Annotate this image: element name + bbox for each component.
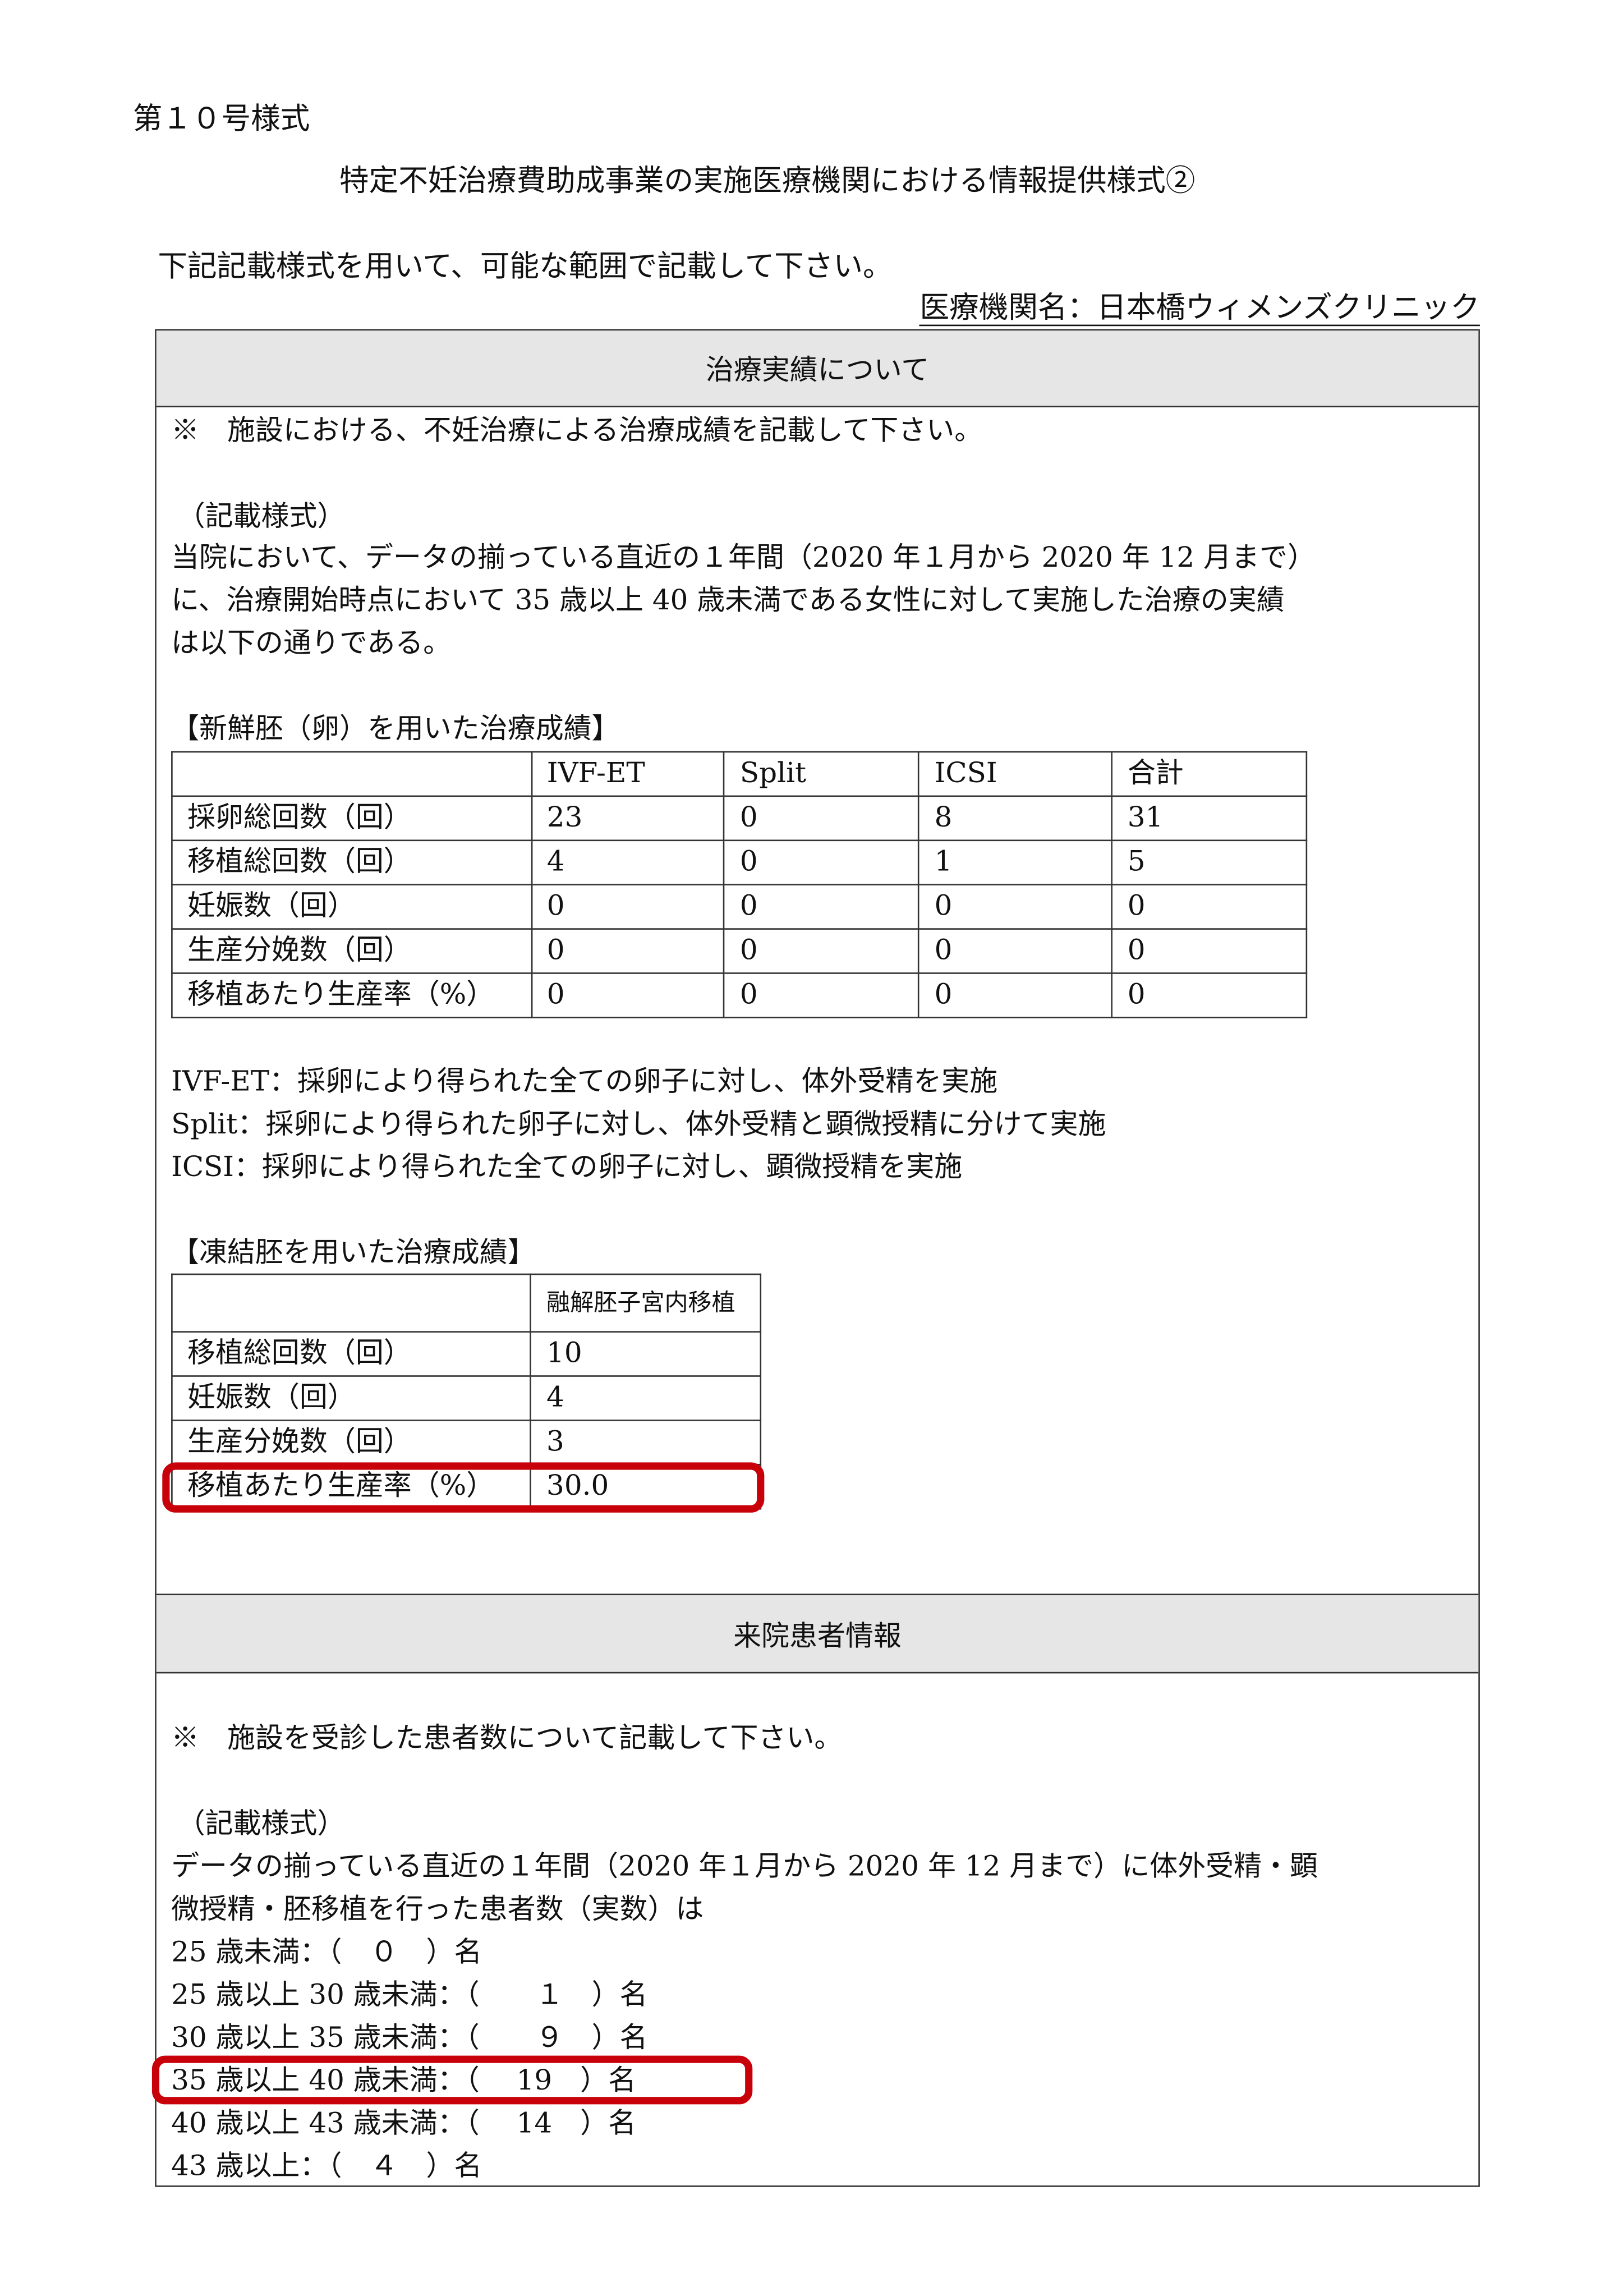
- column-header: ICSI: [918, 751, 1113, 797]
- section-title: 治療実績について: [705, 354, 930, 387]
- table-cell: 0: [723, 928, 920, 974]
- highlight-box: [151, 2055, 753, 2105]
- row-label: 生産分娩数（回）: [171, 928, 532, 974]
- table-row: 妊娠数（回） 4: [171, 1375, 762, 1421]
- table-cell: 31: [1111, 795, 1308, 842]
- table-cell: 1: [918, 839, 1113, 886]
- institution-name: 医療機関名：日本橋ウィメンズクリニック: [919, 292, 1480, 327]
- form-box: 治療実績について ※ 施設における、不妊治療による治療成績を記載して下さい。 （…: [151, 329, 1480, 2187]
- table-row: 移植総回数（回） 4 0 1 5: [171, 839, 1308, 886]
- table-row: 生産分娩数（回） 0 0 0 0: [171, 928, 1308, 974]
- definition: IVF-ET：採卵により得られた全ての卵子に対し、体外受精を実施: [171, 1065, 998, 1098]
- note: ※ 施設を受診した患者数について記載して下さい。: [171, 1722, 843, 1755]
- row-label: 採卵総回数（回）: [171, 795, 532, 842]
- section-title: 来院患者情報: [733, 1619, 902, 1652]
- column-header: 融解胚子宮内移植: [530, 1273, 762, 1333]
- table-row: 生産分娩数（回） 3: [171, 1420, 762, 1466]
- table-cell: 0: [530, 972, 725, 1018]
- table-cell: 5: [1111, 839, 1308, 886]
- table-header-row: 融解胚子宮内移植: [171, 1273, 762, 1333]
- table-row: 移植あたり生産率（%） 0 0 0 0: [171, 972, 1308, 1018]
- text-line: は以下の通りである。: [171, 627, 452, 660]
- document-title: 特定不妊治療費助成事業の実施医療機関における情報提供様式②: [339, 162, 1196, 198]
- row-label: 移植総回数（回）: [171, 1331, 532, 1377]
- table-cell: 0: [530, 928, 725, 974]
- text-line: 当院において、データの揃っている直近の１年間（2020 年１月から 2020 年…: [171, 541, 1316, 575]
- format-label: （記載様式）: [177, 1807, 346, 1840]
- table-cell: 0: [1111, 972, 1308, 1018]
- table-cell: 4: [530, 1375, 762, 1421]
- row-label: 妊娠数（回）: [171, 884, 532, 930]
- table-row: 妊娠数（回） 0 0 0 0: [171, 884, 1308, 930]
- column-header: IVF-ET: [530, 751, 725, 797]
- column-header: [171, 1273, 532, 1333]
- table-header-row: IVF-ET Split ICSI 合計: [171, 751, 1308, 797]
- section-header-treatment: 治療実績について: [156, 329, 1479, 407]
- fresh-embryo-table: IVF-ET Split ICSI 合計 採卵総回数（回） 23 0 8 31 移植総回数（回） 4…: [171, 751, 1308, 1018]
- highlight-box: [162, 1462, 765, 1513]
- text-line: 微授精・胚移植を行った患者数（実数）は: [171, 1893, 704, 1926]
- text-line: に、治療開始時点において 35 歳以上 40 歳未満である女性に対して実施した治…: [171, 584, 1285, 617]
- definition: Split：採卵により得られた卵子に対し、体外受精と顕微授精に分けて実施: [171, 1108, 1106, 1141]
- note: ※ 施設における、不妊治療による治療成績を記載して下さい。: [171, 415, 983, 447]
- table-row: 採卵総回数（回） 23 0 8 31: [171, 795, 1308, 842]
- table-cell: 0: [918, 972, 1113, 1018]
- column-header: Split: [723, 751, 920, 797]
- table-cell: 3: [530, 1420, 762, 1466]
- table-cell: 0: [723, 972, 920, 1018]
- age-group-count: 25 歳未満：（ ０ ）名: [171, 1936, 482, 1969]
- table-cell: 8: [918, 795, 1113, 842]
- section-header-patients: 来院患者情報: [156, 1594, 1479, 1674]
- column-header: [171, 751, 532, 797]
- instruction: 下記記載様式を用いて、可能な範囲で記載して下さい。: [158, 247, 893, 283]
- table-cell: 4: [530, 839, 725, 886]
- age-group-count: 43 歳以上：（ ４ ）名: [171, 2150, 482, 2183]
- age-group-count: 40 歳以上 43 歳未満：（ 14 ）名: [171, 2107, 637, 2140]
- table-cell: 0: [1111, 884, 1308, 930]
- table-cell: 0: [530, 884, 725, 930]
- fresh-heading: 【新鮮胚（卵）を用いた治療成績】: [171, 713, 620, 746]
- text-line: データの揃っている直近の１年間（2020 年１月から 2020 年 12 月まで…: [171, 1850, 1318, 1883]
- table-row: 移植総回数（回） 10: [171, 1331, 762, 1377]
- age-group-count: 35 歳以上 40 歳未満：（ 19 ）名: [171, 2064, 637, 2097]
- table-cell: 0: [723, 795, 920, 842]
- table-cell: 0: [723, 839, 920, 886]
- table-cell: 0: [1111, 928, 1308, 974]
- frozen-heading: 【凍結胚を用いた治療成績】: [171, 1236, 536, 1269]
- row-label: 移植あたり生産率（%）: [171, 972, 532, 1018]
- form-number: 第１０号様式: [132, 100, 310, 136]
- age-group-count: 25 歳以上 30 歳未満：（ １ ）名: [171, 1978, 648, 2012]
- format-label: （記載様式）: [177, 500, 346, 533]
- table-cell: 10: [530, 1331, 762, 1377]
- table-cell: 0: [723, 884, 920, 930]
- definition: ICSI：採卵により得られた全ての卵子に対し、顕微授精を実施: [171, 1151, 963, 1184]
- table-row: 移植あたり生産率（%） 30.0: [171, 1463, 762, 1510]
- table-cell: 0: [918, 928, 1113, 974]
- row-label: 妊娠数（回）: [171, 1375, 532, 1421]
- table-cell: 0: [918, 884, 1113, 930]
- column-header: 合計: [1111, 751, 1308, 797]
- row-label: 生産分娩数（回）: [171, 1420, 532, 1466]
- frozen-embryo-table: 融解胚子宮内移植 移植総回数（回） 10 妊娠数（回） 4 生産分娩数（回） 3 移植あたり生…: [171, 1273, 762, 1510]
- row-label: 移植あたり生産率（%）: [171, 1463, 532, 1510]
- table-cell: 23: [530, 795, 725, 842]
- row-label: 移植総回数（回）: [171, 839, 532, 886]
- age-group-count: 30 歳以上 35 歳未満：（ ９ ）名: [171, 2022, 648, 2054]
